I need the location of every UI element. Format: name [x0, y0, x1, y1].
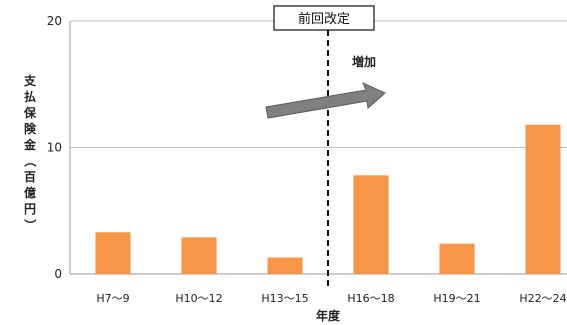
bar: [525, 124, 561, 274]
x-axis-label: 年度: [316, 308, 341, 323]
increase-arrow-shape: [265, 82, 386, 119]
bars: [95, 124, 561, 274]
y-tick-labels: 0 10 20: [47, 14, 62, 281]
bar: [95, 232, 131, 274]
category-labels: H7〜9 H10〜12 H13〜15 H16〜18 H19〜21 H22〜24: [96, 292, 566, 305]
x-tick-label: H13〜15: [261, 292, 308, 305]
y-axis-label-char: 険: [24, 121, 37, 136]
y-axis-label-char: 円: [24, 202, 36, 216]
y-axis-label-char: 金: [23, 137, 37, 152]
y-tick-label: 10: [47, 141, 62, 155]
y-axis-label-char: （: [23, 155, 38, 167]
revision-annotation-label: 前回改定: [298, 11, 350, 27]
bar: [353, 175, 389, 274]
x-tick-label: H16〜18: [347, 292, 394, 305]
increase-arrow: [265, 82, 386, 119]
bar: [439, 243, 475, 274]
revision-annotation-box: [273, 5, 375, 31]
y-tick-label: 20: [47, 14, 62, 28]
x-tick-label: H10〜12: [175, 292, 222, 305]
y-axis-label-char: 億: [24, 185, 36, 200]
x-tick-label: H22〜24: [519, 292, 566, 305]
y-axis-label-char: 保: [23, 105, 37, 120]
revision-annotation: 前回改定: [273, 5, 375, 31]
y-axis-label-char: 払: [24, 89, 36, 104]
y-tick-label: 0: [54, 267, 62, 281]
gridlines: [69, 20, 567, 275]
y-axis-label-char: 支: [23, 73, 37, 88]
x-tick-label: H19〜21: [433, 292, 480, 305]
x-tick-label: H7〜9: [96, 292, 129, 305]
bar: [267, 257, 303, 274]
y-axis-label-char: ）: [23, 219, 38, 231]
bar: [181, 237, 217, 274]
increase-label: 増加: [352, 54, 376, 69]
y-axis-label-char: 百: [24, 170, 36, 184]
